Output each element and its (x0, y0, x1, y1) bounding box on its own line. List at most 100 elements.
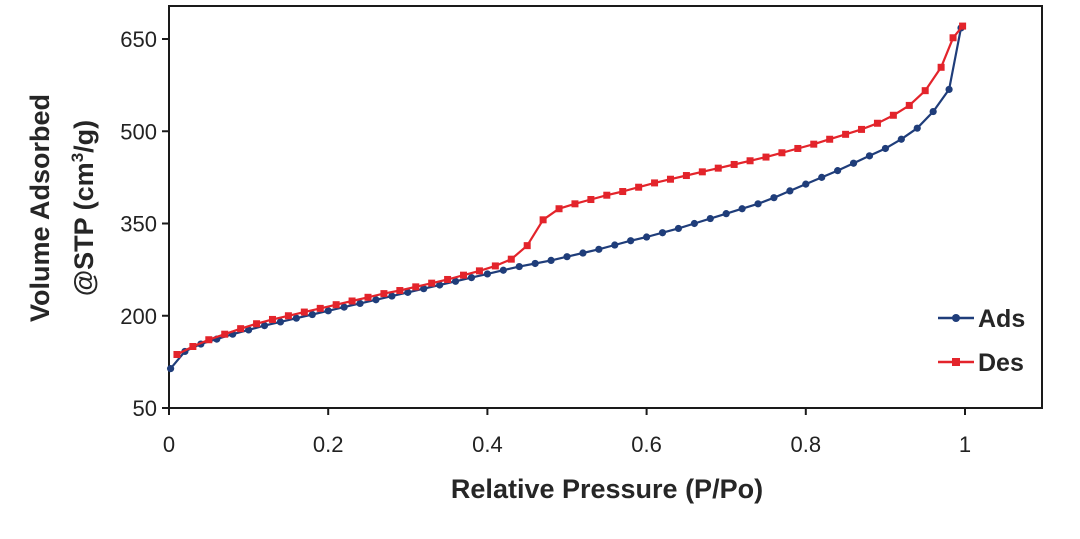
data-point-ads (563, 253, 571, 261)
x-axis-title: Relative Pressure (P/Po) (451, 474, 763, 504)
x-tick-label: 0.8 (791, 432, 822, 457)
data-point-ads (499, 266, 507, 274)
data-point-ads (706, 214, 714, 223)
x-tick-label: 1 (959, 432, 971, 457)
series-des (173, 22, 967, 358)
y-tick-label: 650 (120, 27, 157, 52)
data-point-des (587, 196, 595, 204)
data-point-des (348, 297, 356, 305)
data-point-ads (166, 365, 175, 373)
data-point-des (189, 343, 197, 350)
data-point-ads (324, 307, 332, 315)
data-point-des (635, 183, 643, 191)
data-point-ads (276, 318, 285, 326)
y-axis-ticks: 50 200 350 500 650 (120, 27, 169, 421)
data-point-ads (802, 180, 810, 188)
data-point-des (698, 168, 706, 176)
data-point-ads (308, 310, 316, 319)
data-point-des (603, 191, 611, 199)
data-point-ads (404, 288, 412, 296)
legend-marker-des (952, 358, 960, 366)
plot-area-frame (168, 5, 1043, 409)
data-point-des (682, 172, 690, 180)
data-point-ads (643, 233, 651, 241)
data-point-ads (849, 159, 858, 167)
y-tick-label: 50 (133, 396, 157, 421)
data-point-des (937, 63, 945, 71)
data-point-des (460, 271, 468, 279)
data-point-ads (483, 270, 491, 278)
data-point-des (762, 153, 770, 161)
data-point-des (364, 293, 372, 301)
data-point-ads (690, 219, 698, 228)
data-point-des (571, 200, 579, 208)
data-point-des (268, 315, 276, 323)
x-tick-label: 0 (163, 432, 175, 457)
data-point-ads (388, 292, 396, 300)
data-point-des (539, 216, 547, 224)
data-point-des (826, 135, 834, 143)
data-point-ads (260, 321, 269, 330)
data-point-ads (865, 152, 874, 160)
y-axis-title-prefix: @STP (cm (69, 162, 99, 296)
y-axis-title-line-2: @STP (cm3/g) (68, 120, 99, 296)
data-point-des (173, 350, 181, 358)
data-point-ads (245, 326, 253, 334)
data-point-des (491, 262, 499, 270)
data-point-ads (340, 303, 348, 311)
data-point-des (730, 160, 738, 168)
data-point-des (555, 205, 563, 213)
data-point-des (959, 22, 967, 30)
data-point-des (284, 312, 292, 320)
data-point-ads (881, 144, 890, 153)
data-point-des (651, 179, 659, 187)
data-point-ads (420, 285, 428, 293)
data-point-ads (372, 296, 380, 304)
data-point-des (412, 283, 420, 291)
data-point-des (921, 87, 929, 95)
y-axis-title-suffix: /g) (69, 120, 99, 153)
series-ads (166, 24, 965, 373)
data-point-des (380, 290, 388, 298)
data-point-ads (515, 262, 523, 271)
data-point-ads (722, 210, 730, 218)
data-point-ads (913, 124, 921, 132)
data-point-des (746, 157, 754, 165)
data-point-des (619, 188, 627, 196)
data-point-ads (658, 229, 667, 237)
data-point-des (873, 119, 881, 127)
data-point-des (300, 308, 308, 316)
data-point-ads (897, 135, 905, 143)
data-point-des (316, 304, 324, 312)
x-tick-label: 0.6 (631, 432, 662, 457)
data-point-des (523, 242, 531, 250)
data-point-ads (627, 237, 635, 245)
x-axis-ticks: 0 0.2 0.4 0.6 0.8 1 (163, 408, 971, 457)
x-tick-label: 0.2 (313, 432, 344, 457)
y-axis-title-line-1: Volume Adsorbed (25, 94, 55, 322)
data-point-ads (436, 281, 444, 289)
data-point-des (842, 130, 850, 138)
data-point-des (794, 144, 802, 152)
data-point-ads (451, 277, 460, 285)
data-point-des (858, 125, 866, 133)
data-point-des (444, 275, 452, 283)
series-line-des (176, 25, 964, 356)
data-point-ads (531, 259, 539, 268)
data-series (166, 22, 967, 373)
data-point-des (810, 140, 818, 148)
y-tick-label: 350 (120, 212, 157, 237)
data-point-ads (945, 85, 953, 94)
data-point-des (253, 320, 261, 328)
data-point-des (237, 325, 245, 333)
data-point-des (778, 149, 786, 157)
data-point-des (507, 255, 515, 263)
data-point-ads (595, 245, 603, 253)
data-point-ads (611, 241, 619, 249)
data-point-des (332, 301, 340, 309)
data-point-ads (674, 224, 683, 233)
data-point-ads (356, 299, 364, 308)
data-point-des (221, 330, 229, 338)
data-point-des (396, 287, 404, 295)
